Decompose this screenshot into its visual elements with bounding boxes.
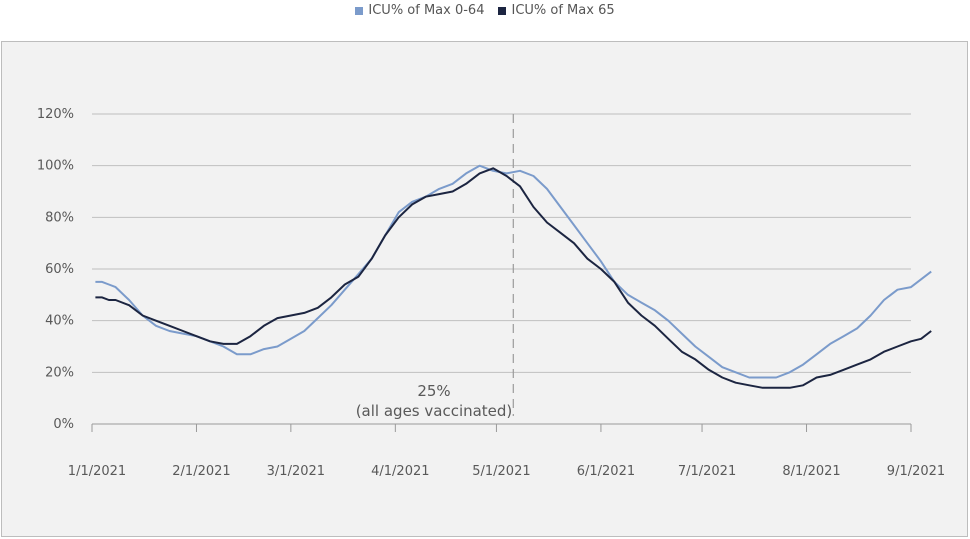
legend-item-65: ICU% of Max 65 [498,3,615,18]
x-tick-label: 2/1/2021 [172,464,230,479]
x-tick-label: 5/1/2021 [472,464,530,479]
x-tick-label: 8/1/2021 [782,464,840,479]
x-tick-label: 7/1/2021 [678,464,736,479]
legend-label-0-64: ICU% of Max 0-64 [368,3,485,18]
y-tick-label: 40% [45,314,74,329]
x-tick-label: 4/1/2021 [371,464,429,479]
legend-swatch-0-64 [355,6,364,15]
x-tick-label: 3/1/2021 [267,464,325,479]
y-tick-label: 120% [37,107,74,122]
y-tick-label: 100% [37,159,74,174]
series-line-65 [95,167,932,389]
x-tick-label: 1/1/2021 [68,464,126,479]
y-tick-label: 60% [45,262,74,277]
y-tick-label: 80% [45,210,74,225]
annotation-label-text: (all ages vaccinated) [356,402,513,420]
x-tick-label: 6/1/2021 [577,464,635,479]
y-tick-label: 0% [53,417,74,432]
annotation-label-percent: 25% [417,382,450,400]
legend-swatch-65 [498,6,507,15]
legend-item-0-64: ICU% of Max 0-64 [355,3,484,18]
x-tick-label: 9/1/2021 [887,464,945,479]
legend-label-65: ICU% of Max 65 [511,3,615,18]
series-line-0-64 [95,164,932,379]
plot-area [1,41,968,537]
legend: ICU% of Max 0-64 ICU% of Max 65 [0,3,970,18]
y-tick-label: 20% [45,365,74,380]
